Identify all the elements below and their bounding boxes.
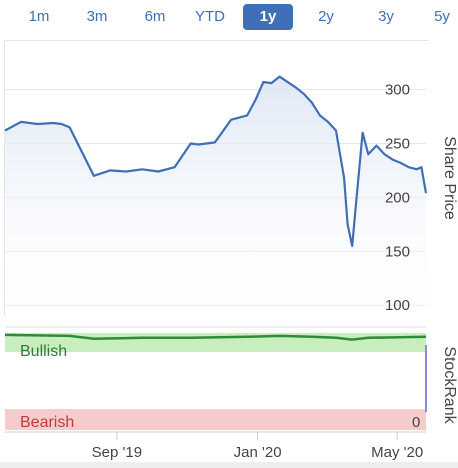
bearish-label: Bearish [20,414,74,431]
range-tab-2y[interactable]: 2y [318,8,334,25]
range-tab-1m[interactable]: 1m [28,8,50,25]
y-tick-label: 300 [385,82,410,99]
share-price-area [5,76,426,316]
range-tab-6m[interactable]: 6m [144,8,166,25]
y-axis-title: Share Price [441,136,458,220]
stockrank-zero-label: 0 [412,414,420,431]
stockrank-axis-title: StockRank [441,346,458,424]
navigator-scrollbar[interactable] [0,462,458,468]
stockrank-line [4,333,427,341]
bearish-zone [5,409,426,430]
y-tick-label: 250 [385,135,410,152]
chart-frame [4,40,429,317]
x-tick-label: Jan '20 [234,444,282,461]
y-tick-label: 100 [385,297,410,314]
x-tick-label: May '20 [371,444,423,461]
share-price-line [4,75,428,247]
range-tab-3y[interactable]: 3y [378,8,394,25]
range-tab-5y[interactable]: 5y [434,8,450,25]
time-range-tabs: 1m 3m 6m YTD 1y 2y 3y 5y [0,0,458,34]
x-tick-label: Sep '19 [92,444,142,461]
y-tick-label: 150 [385,243,410,260]
range-tab-1y[interactable]: 1y [243,4,293,30]
range-tab-ytd[interactable]: YTD [195,8,225,25]
range-tab-3m[interactable]: 3m [86,8,108,25]
bullish-label: Bullish [20,343,67,360]
y-tick-label: 200 [385,189,410,206]
